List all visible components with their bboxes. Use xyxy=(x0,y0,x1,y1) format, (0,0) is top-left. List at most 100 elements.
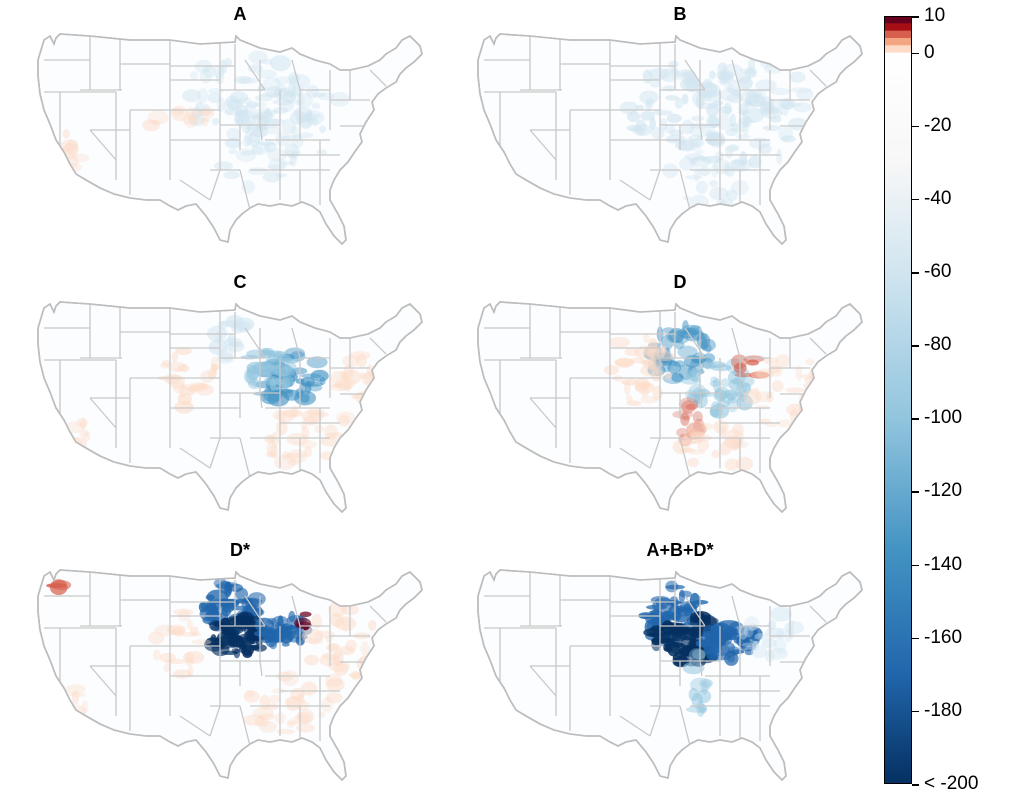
change-patch xyxy=(154,624,177,637)
colorbar-tick-label: -120 xyxy=(924,480,963,502)
change-patch xyxy=(633,124,653,137)
change-patch xyxy=(714,386,730,400)
colorbar-tick-mark xyxy=(912,272,919,274)
change-patch xyxy=(186,619,193,630)
change-patch xyxy=(281,377,291,389)
change-patch xyxy=(730,158,752,172)
change-patch xyxy=(726,189,738,201)
map-panel-1: A xyxy=(30,4,450,259)
change-patch xyxy=(724,650,739,666)
change-patch xyxy=(640,359,655,366)
change-patch xyxy=(730,128,746,132)
change-patch xyxy=(701,680,708,695)
change-patch xyxy=(682,416,691,421)
change-patch xyxy=(300,681,318,696)
change-patch xyxy=(235,148,257,162)
change-patch xyxy=(651,637,662,652)
change-patch xyxy=(672,439,691,455)
change-patch xyxy=(236,611,255,626)
change-patch xyxy=(238,77,259,84)
change-patch xyxy=(182,651,205,664)
change-patch xyxy=(793,102,812,113)
change-patch xyxy=(645,100,652,112)
change-patch xyxy=(271,431,280,447)
change-patch xyxy=(686,706,708,713)
change-patch xyxy=(300,393,310,403)
change-patch xyxy=(205,637,221,647)
change-patch xyxy=(662,356,672,373)
change-patch xyxy=(207,367,217,380)
change-patch xyxy=(736,134,751,139)
change-patch xyxy=(731,438,739,443)
change-patch xyxy=(748,70,758,78)
change-patch xyxy=(731,88,741,97)
change-patch xyxy=(266,441,277,457)
change-patch xyxy=(778,97,796,110)
change-patch xyxy=(645,98,655,108)
change-patch xyxy=(676,606,693,617)
change-patch xyxy=(210,356,219,373)
change-patch xyxy=(662,163,679,178)
change-patch xyxy=(339,370,348,379)
change-patch xyxy=(740,68,758,74)
change-patch xyxy=(191,639,212,645)
change-patch xyxy=(265,632,278,648)
change-patch xyxy=(763,357,779,365)
change-patch xyxy=(286,721,298,726)
change-patch xyxy=(266,434,277,443)
change-patch xyxy=(706,129,719,143)
change-patch xyxy=(741,642,758,648)
change-patch xyxy=(701,155,722,164)
change-patch xyxy=(314,424,324,433)
state-boundaries xyxy=(484,572,827,747)
change-patch xyxy=(301,425,310,440)
change-patch xyxy=(669,359,677,367)
us-border xyxy=(37,33,423,246)
change-patch xyxy=(147,110,169,125)
change-patch xyxy=(257,141,276,146)
change-patch xyxy=(300,440,317,449)
change-patch xyxy=(744,89,767,100)
change-patch xyxy=(164,373,182,385)
change-patch xyxy=(312,92,326,98)
state-boundaries xyxy=(484,304,827,479)
us-map xyxy=(37,33,423,246)
change-patch xyxy=(297,132,314,139)
change-patch xyxy=(725,144,740,152)
change-patch xyxy=(771,380,784,393)
change-patch xyxy=(711,449,720,459)
change-patch xyxy=(693,418,705,434)
change-patch xyxy=(690,156,712,168)
change-patch xyxy=(256,69,277,79)
change-patch xyxy=(203,64,216,78)
change-patch xyxy=(251,114,267,128)
change-patch xyxy=(330,371,347,387)
change-patch xyxy=(323,424,338,440)
change-patch xyxy=(720,378,730,388)
change-patch xyxy=(166,624,187,635)
change-patch xyxy=(686,369,702,378)
change-patch xyxy=(311,613,322,629)
change-patch xyxy=(177,364,190,373)
change-patch xyxy=(642,69,653,84)
change-patch xyxy=(264,86,282,98)
colorbar-tick-label: -180 xyxy=(924,699,963,721)
change-patch xyxy=(782,102,801,108)
change-patch xyxy=(72,153,90,163)
change-patch xyxy=(189,626,199,636)
change-patch xyxy=(619,101,639,115)
change-patch xyxy=(62,129,70,139)
colorbar-tick-mark xyxy=(912,491,919,493)
change-patch xyxy=(304,654,319,666)
colorbar-tick-mark xyxy=(912,710,919,713)
change-patch xyxy=(329,91,350,107)
change-patch xyxy=(753,93,762,103)
change-patch xyxy=(245,124,268,132)
change-patch xyxy=(662,327,675,334)
panel-title: B xyxy=(673,4,687,24)
change-patch xyxy=(768,647,788,660)
change-patch xyxy=(650,625,665,632)
change-patch xyxy=(62,143,79,159)
change-patch xyxy=(297,692,305,704)
colorbar-tick-label: -100 xyxy=(924,407,963,429)
